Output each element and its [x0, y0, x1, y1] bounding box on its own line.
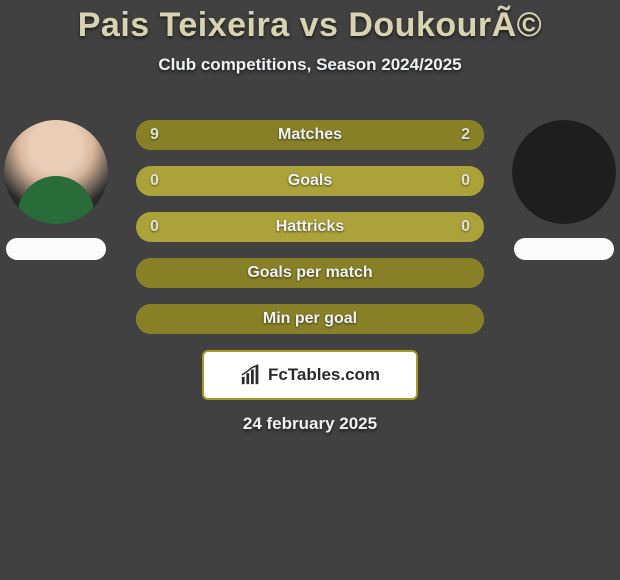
player-left [0, 120, 112, 260]
stat-row-goals-per-match: Goals per match [136, 258, 484, 288]
stat-row-matches: 92Matches [136, 120, 484, 150]
player-right-avatar [512, 120, 616, 224]
chart-icon [240, 364, 262, 386]
brand-box: FcTables.com [202, 350, 418, 400]
player-right-club-badge [514, 238, 614, 260]
stat-row-min-per-goal: Min per goal [136, 304, 484, 334]
stat-label: Goals [136, 166, 484, 196]
player-left-avatar [4, 120, 108, 224]
page-title: Pais Teixeira vs DoukourÃ© [0, 0, 620, 45]
player-left-club-badge [6, 238, 106, 260]
brand-text: FcTables.com [268, 365, 380, 385]
stat-label: Hattricks [136, 212, 484, 242]
stat-label: Goals per match [136, 258, 484, 288]
stat-row-goals: 00Goals [136, 166, 484, 196]
date-line: 24 february 2025 [0, 414, 620, 434]
stat-label: Min per goal [136, 304, 484, 334]
comparison-card: Pais Teixeira vs DoukourÃ© Club competit… [0, 0, 620, 580]
stat-bars: 92Matches 00Goals 00Hattricks Goals per mat… [136, 120, 484, 350]
subtitle: Club competitions, Season 2024/2025 [0, 55, 620, 75]
player-right [508, 120, 620, 260]
stat-row-hattricks: 00Hattricks [136, 212, 484, 242]
stat-label: Matches [136, 120, 484, 150]
